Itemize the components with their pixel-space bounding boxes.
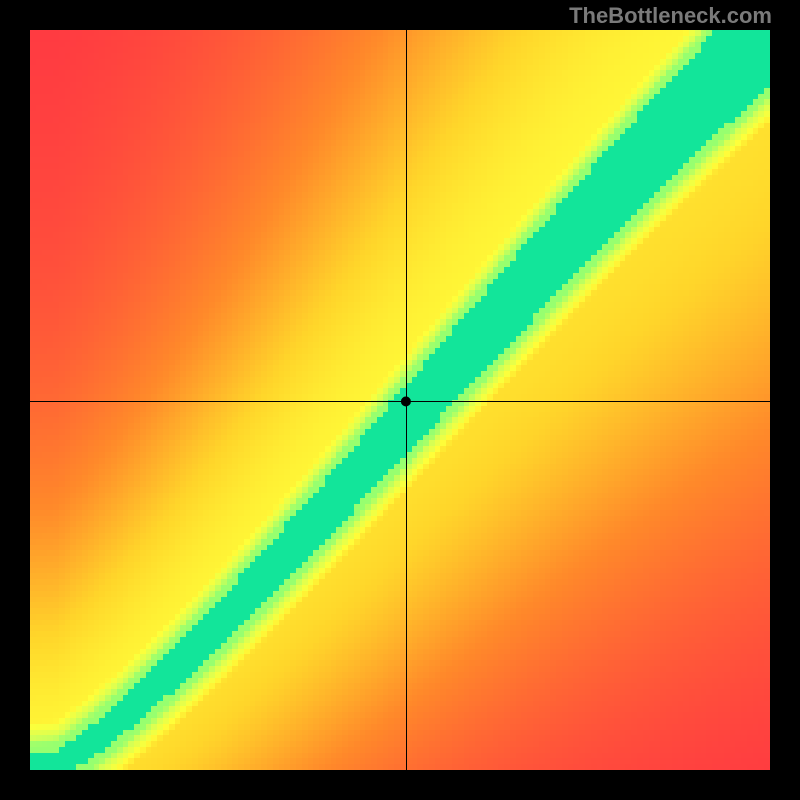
watermark-label: TheBottleneck.com — [569, 3, 772, 29]
heatmap-plot — [30, 30, 770, 770]
heatmap-canvas — [30, 30, 770, 770]
